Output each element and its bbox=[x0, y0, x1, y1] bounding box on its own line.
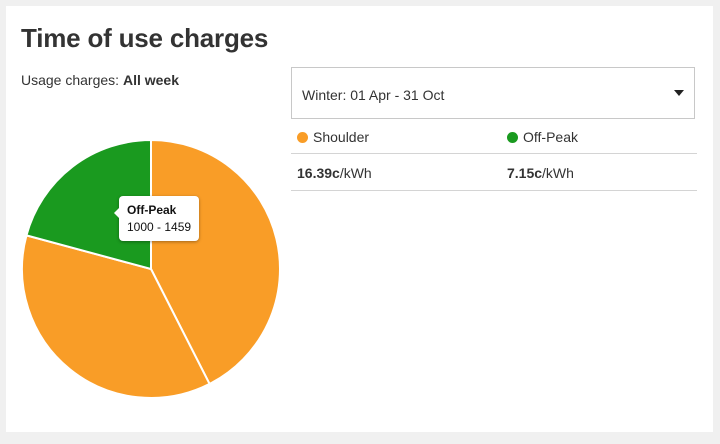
tooltip-range: 1000 - 1459 bbox=[127, 220, 192, 234]
page-title: Time of use charges bbox=[21, 23, 269, 53]
rate-shoulder-value: 16.39c bbox=[297, 165, 340, 181]
usage-charges-line: Usage charges: All week bbox=[21, 72, 179, 88]
rate-shoulder-unit: /kWh bbox=[339, 165, 372, 181]
rate-off-peak-value: 7.15c bbox=[507, 165, 543, 181]
shoulder-dot-icon bbox=[297, 132, 308, 143]
legend-label-off-peak: Off-Peak bbox=[523, 129, 578, 145]
season-select[interactable]: Winter: 01 Apr - 31 Oct bbox=[291, 67, 695, 119]
legend-item-shoulder: Shoulder bbox=[297, 129, 369, 145]
rate-off-peak: 7.15c/kWh bbox=[507, 165, 574, 181]
rate-off-peak-unit: /kWh bbox=[542, 165, 574, 181]
time-of-use-card: Time of use charges Usage charges: All w… bbox=[6, 6, 713, 432]
rates-legend-row: Shoulder Off-Peak bbox=[291, 119, 697, 154]
tooltip-name: Off-Peak bbox=[127, 203, 177, 217]
usage-charges-label: Usage charges: bbox=[21, 72, 120, 88]
chart-tooltip: Off-Peak 1000 - 1459 bbox=[113, 196, 200, 241]
rates-table: Shoulder Off-Peak 16.39c/kWh 7.15c/kWh bbox=[291, 119, 697, 191]
rates-value-row: 16.39c/kWh 7.15c/kWh bbox=[291, 154, 697, 191]
chevron-down-icon[interactable] bbox=[674, 90, 684, 96]
pie-slice-shoulder-1[interactable] bbox=[21, 234, 211, 399]
pie-chart bbox=[21, 139, 281, 399]
season-select-value: Winter: 01 Apr - 31 Oct bbox=[302, 87, 445, 103]
rate-shoulder: 16.39c/kWh bbox=[297, 165, 372, 181]
legend-item-off-peak: Off-Peak bbox=[507, 129, 578, 145]
legend-label-shoulder: Shoulder bbox=[313, 129, 370, 145]
off-peak-dot-icon bbox=[507, 132, 518, 143]
usage-charges-value: All week bbox=[122, 72, 179, 88]
